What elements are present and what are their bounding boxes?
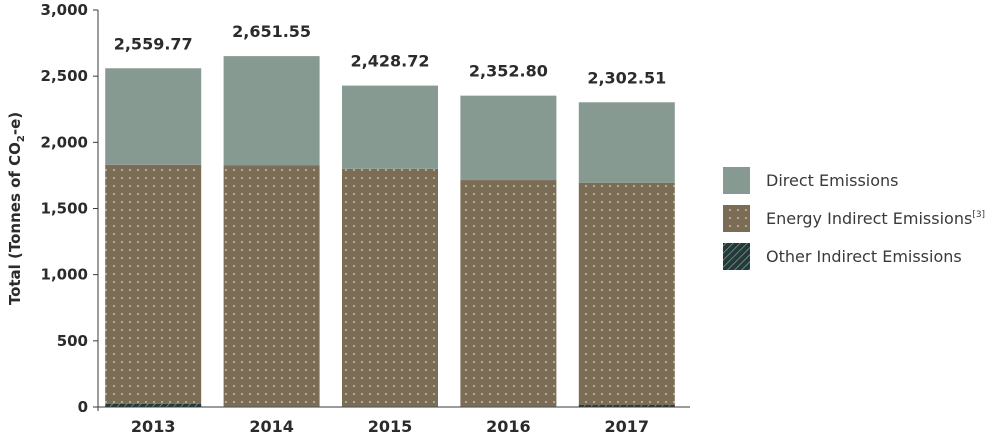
- bars-group: [105, 56, 675, 407]
- bar-total-label: 2,302.51: [587, 68, 666, 87]
- x-tick-label: 2014: [249, 417, 294, 436]
- bar-segment: [578, 405, 675, 407]
- y-axis-label: Total (Tonnes of CO2-e): [6, 112, 27, 305]
- x-tick-label: 2017: [605, 417, 650, 436]
- x-tick-label: 2016: [486, 417, 531, 436]
- x-axis: 2013 2014 2015 2016 2017: [98, 406, 690, 436]
- y-tick-label: 2,000: [41, 133, 88, 151]
- bar-total-label: 2,559.77: [114, 34, 193, 53]
- legend-swatch: [723, 167, 750, 194]
- legend-label: Energy Indirect Emissions[3]: [766, 209, 985, 228]
- bar-segment: [223, 56, 320, 166]
- bar-segment: [342, 168, 438, 407]
- y-tick-label: 1,000: [41, 266, 88, 284]
- bar-segment: [578, 102, 675, 183]
- bar-total-label: 2,352.80: [469, 62, 548, 81]
- y-axis-title: Total (Tonnes of CO2-e): [6, 112, 27, 305]
- y-tick-label: 0: [78, 398, 88, 416]
- y-axis: 0 500 1,000 1,500 2,000 2,500 3,000: [41, 1, 99, 416]
- bar-total-label: 2,651.55: [232, 22, 311, 41]
- x-tick-label: 2013: [131, 417, 176, 436]
- bar-segment: [578, 182, 675, 406]
- bar-segment: [105, 164, 202, 404]
- y-tick-label: 2,500: [41, 67, 88, 85]
- total-labels: 2,559.77 2,651.55 2,428.72 2,352.80 2,302.51: [114, 22, 667, 87]
- bar-segment: [460, 95, 557, 181]
- bar-segment: [105, 68, 202, 165]
- bar-segment: [342, 85, 438, 169]
- y-tick-label: 3,000: [41, 1, 88, 19]
- x-tick-label: 2015: [368, 417, 413, 436]
- y-tick-label: 1,500: [41, 200, 88, 218]
- legend-label: Direct Emissions: [766, 171, 899, 190]
- legend-label: Other Indirect Emissions: [766, 247, 962, 266]
- bar-segment: [460, 180, 557, 407]
- legend-swatch: [723, 243, 750, 270]
- bar-segment: [223, 165, 320, 407]
- bar-segment: [105, 403, 202, 407]
- y-tick-label: 500: [57, 332, 88, 350]
- bar-total-label: 2,428.72: [351, 52, 430, 71]
- legend: Direct Emissions Energy Indirect Emission…: [723, 167, 985, 270]
- legend-swatch: [723, 205, 750, 232]
